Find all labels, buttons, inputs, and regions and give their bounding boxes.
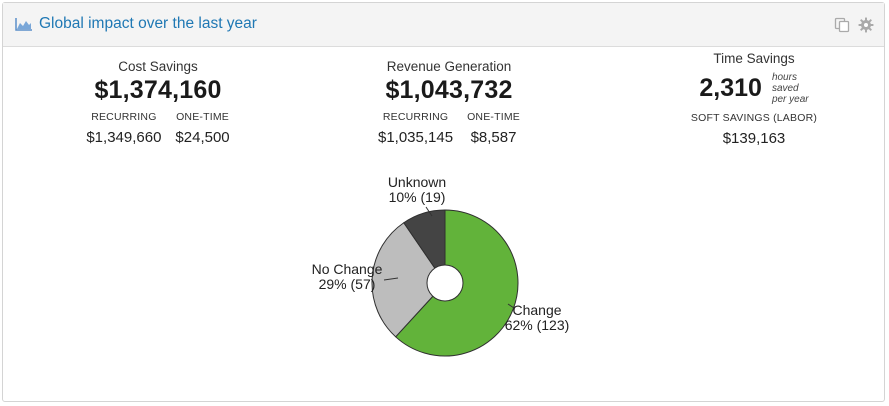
gear-icon[interactable] — [858, 17, 874, 33]
panel-tools — [834, 17, 874, 33]
revenue-total: $1,043,732 — [385, 76, 513, 104]
copy-icon[interactable] — [834, 17, 850, 33]
cost-savings-breakdown: RECURRING $1,349,660 ONE-TIME $24,500 — [78, 111, 238, 146]
revenue-onetime-value: $8,587 — [470, 129, 517, 146]
cost-onetime-value: $24,500 — [175, 129, 230, 146]
pie-label-no-change-value: 29% (57) — [318, 276, 376, 292]
panel-title: Global impact over the last year — [39, 15, 257, 32]
area-chart-icon — [15, 18, 32, 31]
pie-label-no-change-name: No Change — [311, 261, 383, 277]
pie-center-hole — [426, 264, 464, 302]
soft-savings-value: $139,163 — [722, 130, 786, 147]
pie-label-unknown: Unknown 10% (19) — [370, 175, 464, 205]
pie-label-change-value: 62% (123) — [504, 317, 570, 333]
cost-recurring-value: $1,349,660 — [86, 129, 162, 146]
pie-label-unknown-name: Unknown — [387, 174, 447, 190]
pie-label-no-change: No Change 29% (57) — [300, 262, 394, 292]
time-savings-label: Time Savings — [713, 51, 795, 66]
revenue-breakdown: RECURRING $1,035,145 ONE-TIME $8,587 — [364, 111, 534, 146]
pie-label-unknown-value: 10% (19) — [388, 189, 446, 205]
time-savings-row: 2,310 hours saved per year — [664, 72, 844, 105]
revenue-recurring-label: RECURRING — [382, 111, 449, 123]
pie-leader-line — [425, 206, 433, 217]
panel-title-link[interactable]: Global impact over the last year — [15, 15, 257, 33]
cost-savings-label: Cost Savings — [118, 59, 198, 74]
soft-savings-label: SOFT SAVINGS (LABOR) — [690, 112, 818, 124]
time-unit-line3: per year — [771, 94, 809, 105]
pie-leader-line — [507, 303, 515, 309]
pie-slice-unknown[interactable] — [403, 209, 446, 285]
time-unit-line1: hours — [771, 72, 797, 83]
pie-label-change-name: Change — [512, 302, 562, 318]
time-savings-value: 2,310 — [699, 74, 762, 102]
pie-leader-line — [383, 277, 399, 281]
cost-savings-total: $1,374,160 — [94, 76, 222, 104]
time-unit-line2: saved — [771, 83, 799, 94]
cost-savings-metric: Cost Savings $1,374,160 RECURRING $1,349… — [78, 59, 238, 146]
panel-header: Global impact over the last year — [3, 3, 884, 47]
cost-onetime-label: ONE-TIME — [176, 111, 229, 123]
revenue-onetime-label: ONE-TIME — [467, 111, 520, 123]
pie-slice-no-change[interactable] — [371, 222, 446, 338]
revenue-generation-metric: Revenue Generation $1,043,732 RECURRING … — [364, 59, 534, 146]
time-savings-unit: hours saved per year — [772, 72, 809, 105]
revenue-recurring-value: $1,035,145 — [377, 129, 454, 146]
time-savings-metric: Time Savings 2,310 hours saved per year … — [664, 51, 844, 147]
cost-recurring-label: RECURRING — [91, 111, 157, 123]
revenue-label: Revenue Generation — [386, 59, 512, 74]
pie-label-change: Change 62% (123) — [502, 303, 572, 333]
